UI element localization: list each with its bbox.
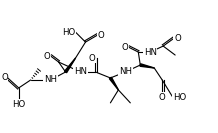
Text: NH: NH — [119, 67, 132, 76]
Text: NH: NH — [44, 75, 57, 84]
Text: HO: HO — [173, 93, 186, 102]
Text: O: O — [174, 34, 181, 43]
Text: HO: HO — [12, 100, 25, 109]
Polygon shape — [65, 58, 75, 73]
Polygon shape — [109, 77, 118, 90]
Polygon shape — [140, 64, 154, 68]
Text: O: O — [89, 53, 95, 63]
Text: O: O — [122, 43, 128, 52]
Text: HN: HN — [144, 48, 157, 57]
Text: HO: HO — [62, 28, 75, 37]
Text: O: O — [1, 73, 8, 82]
Text: O: O — [44, 52, 51, 61]
Text: HO: HO — [62, 28, 75, 37]
Text: HN: HN — [74, 67, 87, 76]
Text: O: O — [159, 93, 166, 102]
Text: O: O — [97, 31, 104, 40]
